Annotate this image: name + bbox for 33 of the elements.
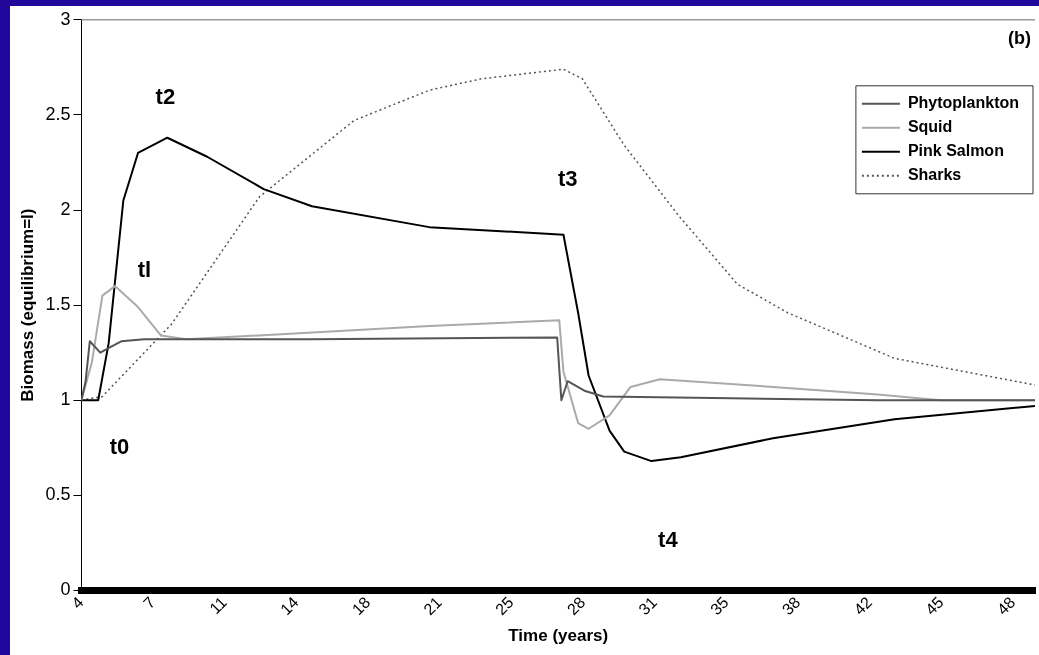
x-tick-label: 21	[420, 593, 446, 619]
y-axis-title: Biomass (equilibrium=l)	[17, 208, 37, 402]
annotation: t3	[557, 165, 578, 191]
x-tick-label: 14	[277, 593, 302, 619]
y-tick-label: 2.5	[45, 103, 71, 124]
legend-label: Squid	[907, 118, 953, 136]
annotation: t2	[155, 84, 176, 110]
x-tick-label: 4	[68, 593, 87, 612]
x-tick-label: 25	[492, 593, 517, 619]
y-tick-label: 3	[60, 8, 71, 29]
legend-label: Pink Salmon	[907, 142, 1004, 160]
annotation: tl	[137, 256, 152, 282]
x-tick-label: 18	[348, 593, 374, 619]
y-tick-label: 2	[60, 198, 71, 219]
x-tick-label: 7	[140, 593, 159, 612]
y-tick-label: 0.5	[45, 484, 71, 505]
y-tick-label: 1	[60, 389, 71, 410]
x-tick-label: 45	[922, 593, 947, 619]
x-tick-label: 38	[778, 593, 804, 619]
annotation: t0	[109, 433, 130, 459]
legend-label: Phytoplankton	[907, 94, 1019, 112]
y-tick-label: 1.5	[45, 294, 71, 315]
x-axis-title: Time (years)	[508, 626, 609, 646]
x-tick-label: 31	[635, 593, 661, 619]
x-tick-label: 42	[850, 593, 876, 619]
y-tick-label: 0	[60, 579, 71, 600]
x-tick-label: 48	[993, 593, 1019, 619]
annotation: t4	[658, 526, 679, 552]
x-tick-label: 35	[707, 593, 732, 619]
x-tick-label: 28	[563, 593, 589, 619]
annotation: (b)	[1008, 27, 1031, 48]
x-tick-label: 11	[206, 593, 231, 618]
legend-label: Sharks	[907, 166, 962, 184]
